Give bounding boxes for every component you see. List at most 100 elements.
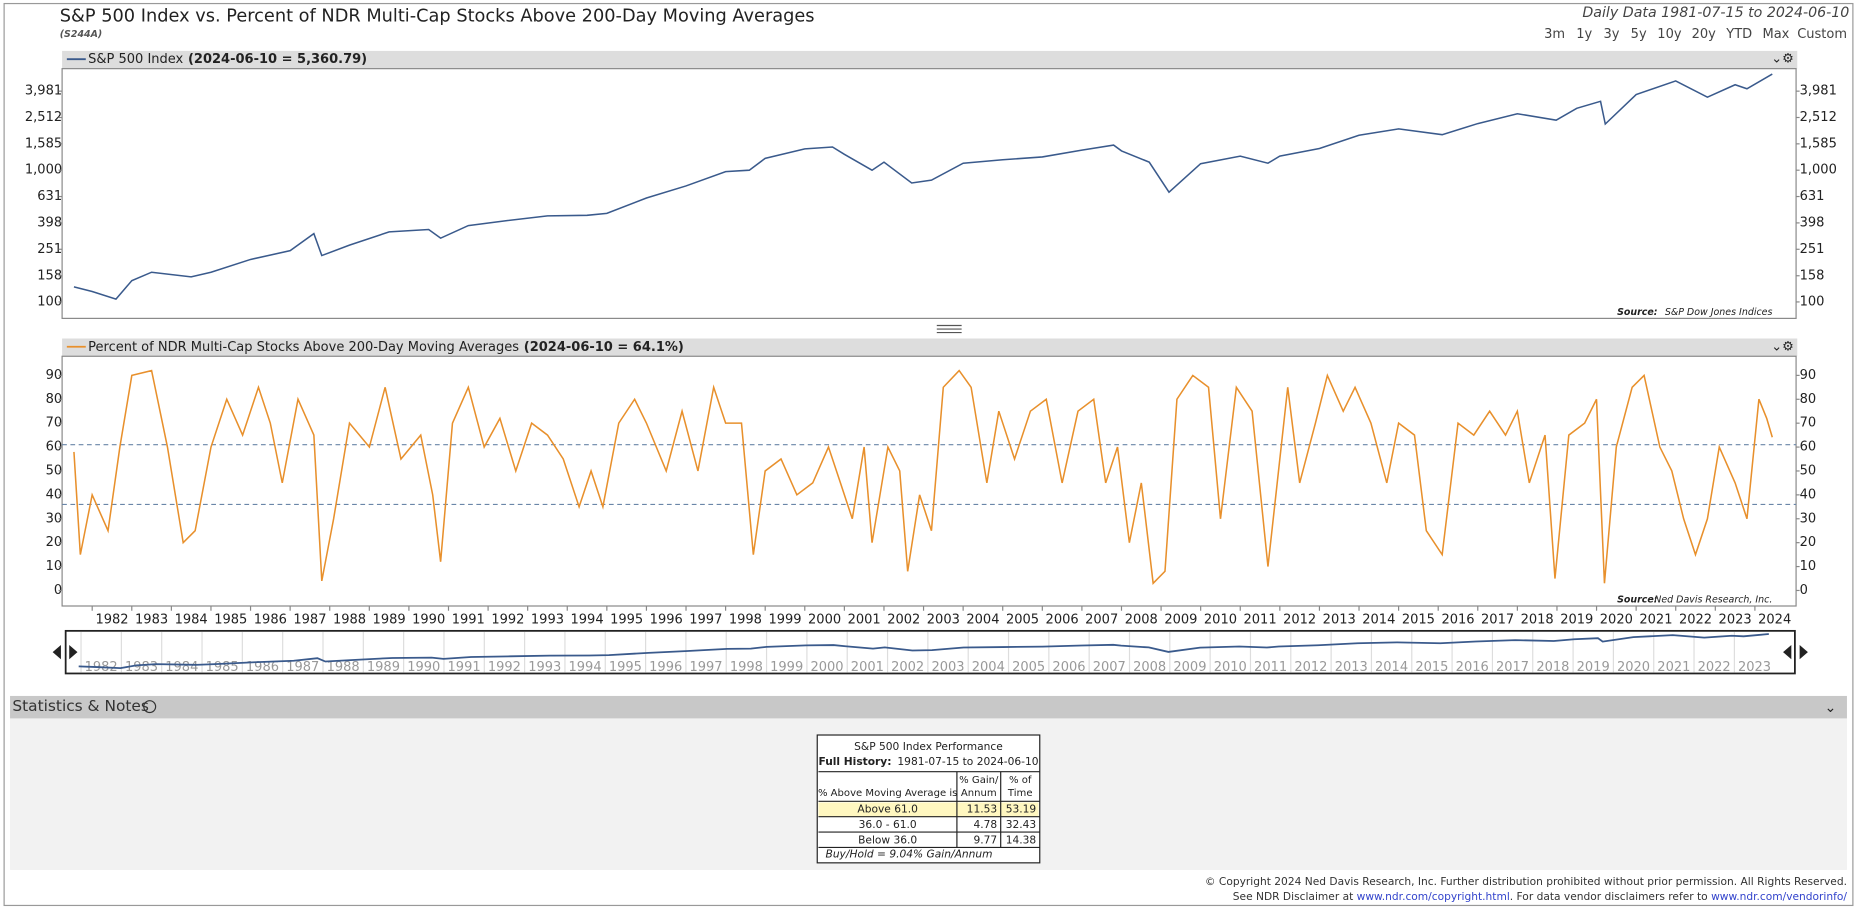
navigator-left-handle[interactable] xyxy=(52,645,78,660)
history-range: 1981-07-15 to 2024-06-10 xyxy=(897,755,1038,768)
y-tick-label: 30 xyxy=(1800,511,1817,526)
navigator-year: 1989 xyxy=(367,660,400,675)
x-tick-label: 2024 xyxy=(1758,613,1791,628)
y-tick-label: 3,981 xyxy=(1800,84,1837,99)
y-tick-label: 398 xyxy=(1800,215,1825,230)
x-tick-label: 1988 xyxy=(333,613,366,628)
x-tick-label: 1997 xyxy=(689,613,722,628)
navigator-year: 2016 xyxy=(1456,660,1489,675)
x-tick-label: 2014 xyxy=(1362,613,1395,628)
column-header: Annum xyxy=(961,788,997,799)
x-tick-label: 2016 xyxy=(1441,613,1474,628)
navigator-year: 1983 xyxy=(125,660,158,675)
date-range: Daily Data 1981-07-15 to 2024-06-10 xyxy=(1582,5,1849,21)
panel-menu[interactable]: ⌄⚙ xyxy=(1771,52,1794,67)
table-cell: 53.19 xyxy=(1006,803,1037,816)
source-label: Source: xyxy=(1617,307,1658,318)
navigator-year: 2006 xyxy=(1052,660,1085,675)
x-tick-label: 2003 xyxy=(927,613,960,628)
navigator-year: 2017 xyxy=(1496,660,1529,675)
y-tick-label: 1,585 xyxy=(25,136,62,151)
range-button[interactable]: 3y xyxy=(1603,27,1619,42)
y-tick-label: 30 xyxy=(46,511,63,526)
plot-frame xyxy=(61,68,1797,319)
x-tick-label: 1983 xyxy=(135,613,168,628)
y-tick-label: 90 xyxy=(1800,368,1817,383)
info-icon[interactable] xyxy=(143,700,157,714)
navigator-year: 2009 xyxy=(1173,660,1206,675)
y-tick-label: 1,000 xyxy=(1800,163,1837,178)
range-button[interactable]: 1y xyxy=(1576,27,1592,42)
legend-name: Percent of NDR Multi-Cap Stocks Above 20… xyxy=(88,339,519,354)
x-tick-label: 2023 xyxy=(1719,613,1752,628)
x-tick-label: 2018 xyxy=(1521,613,1554,628)
table-cell: Above 61.0 xyxy=(857,803,918,816)
y-tick-label: 70 xyxy=(46,416,63,431)
panel-header xyxy=(62,50,1798,69)
range-button[interactable]: YTD xyxy=(1725,27,1752,42)
x-tick-label: 1996 xyxy=(650,613,683,628)
navigator-year: 1988 xyxy=(327,660,360,675)
x-tick-label: 1992 xyxy=(491,613,524,628)
table-history: Full History: 1981-07-15 to 2024-06-10 xyxy=(818,755,1038,768)
y-tick-label: 40 xyxy=(46,487,63,502)
stats-bar[interactable] xyxy=(10,695,1847,719)
navigator-year: 2000 xyxy=(810,660,843,675)
x-tick-label: 2000 xyxy=(808,613,841,628)
x-tick-label: 1986 xyxy=(254,613,287,628)
column-header: Time xyxy=(1007,788,1033,799)
navigator-year: 2010 xyxy=(1214,660,1247,675)
range-button[interactable]: Custom xyxy=(1797,27,1847,42)
navigator-year: 2021 xyxy=(1657,660,1690,675)
legend-entry: Percent of NDR Multi-Cap Stocks Above 20… xyxy=(88,339,684,354)
navigator-year: 2023 xyxy=(1738,660,1771,675)
navigator-year: 2001 xyxy=(851,660,884,675)
range-button[interactable]: Max xyxy=(1763,27,1790,42)
table-title: S&P 500 Index Performance xyxy=(854,740,1003,753)
history-label: Full History: xyxy=(818,755,891,768)
y-tick-label: 398 xyxy=(37,215,62,230)
navigator-year: 2019 xyxy=(1577,660,1610,675)
navigator-year: 1987 xyxy=(286,660,319,675)
table-cell: 9.77 xyxy=(973,833,997,846)
x-tick-label: 2015 xyxy=(1402,613,1435,628)
range-button[interactable]: 5y xyxy=(1631,27,1647,42)
navigator-year: 1997 xyxy=(689,660,722,675)
y-tick-label: 3,981 xyxy=(25,84,62,99)
range-button[interactable]: 3m xyxy=(1544,27,1565,42)
source-label: Source: xyxy=(1617,595,1658,606)
navigator-year: 1996 xyxy=(649,660,682,675)
navigator-line xyxy=(78,633,1769,670)
y-tick-label: 60 xyxy=(46,440,63,455)
navigator-year: 1993 xyxy=(528,660,561,675)
splitter[interactable] xyxy=(936,324,962,334)
source: S&P Dow Jones Indices xyxy=(1665,307,1773,318)
x-tick-label: 2017 xyxy=(1481,613,1514,628)
plot-frame xyxy=(61,355,1797,607)
navigator[interactable] xyxy=(64,629,1796,675)
x-tick-label: 2008 xyxy=(1125,613,1158,628)
table-cell: Below 36.0 xyxy=(858,833,917,846)
collapse-icon[interactable]: ⌄ xyxy=(1824,700,1836,716)
x-tick-label: 1989 xyxy=(373,613,406,628)
y-tick-label: 60 xyxy=(1800,440,1817,455)
x-tick-label: 2010 xyxy=(1204,613,1237,628)
navigator-year: 2011 xyxy=(1254,660,1287,675)
copyright: © Copyright 2024 Ned Davis Research, Inc… xyxy=(1205,875,1847,888)
navigator-year: 1995 xyxy=(609,660,642,675)
navigator-right-handle[interactable] xyxy=(1783,645,1808,660)
panel-header xyxy=(62,338,1798,357)
navigator-year: 1986 xyxy=(246,660,279,675)
y-tick-label: 0 xyxy=(54,583,62,598)
x-tick-label: 1995 xyxy=(610,613,643,628)
range-button[interactable]: 20y xyxy=(1692,27,1717,42)
x-tick-label: 2020 xyxy=(1600,613,1633,628)
stats-table xyxy=(816,734,1041,864)
x-tick-label: 2002 xyxy=(887,613,920,628)
range-button[interactable]: 10y xyxy=(1657,27,1682,42)
x-tick-label: 2001 xyxy=(848,613,881,628)
navigator-year: 2012 xyxy=(1294,660,1327,675)
table-cell: 32.43 xyxy=(1006,818,1036,831)
panel-menu[interactable]: ⌄⚙ xyxy=(1771,339,1794,354)
navigator-year: 1992 xyxy=(488,660,521,675)
